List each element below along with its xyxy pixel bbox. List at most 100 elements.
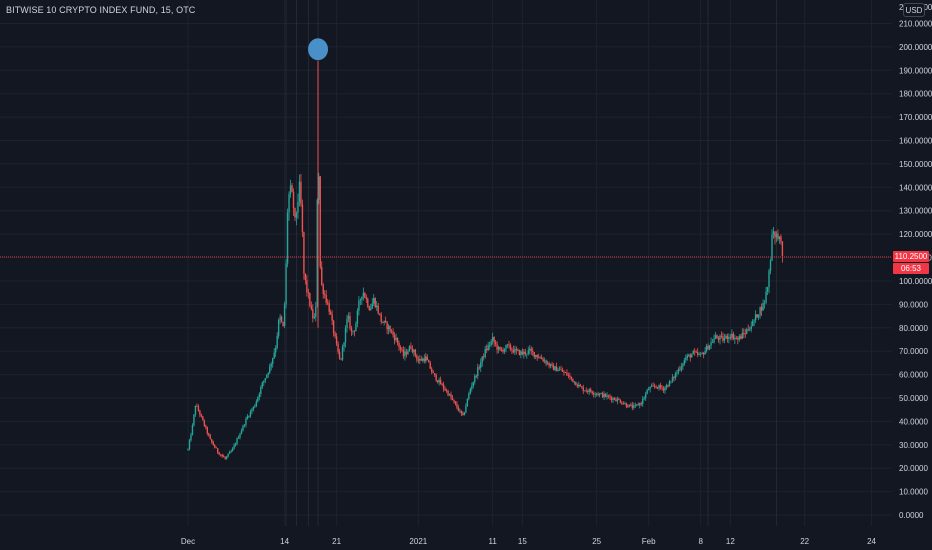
- candle-body: [264, 378, 266, 381]
- candle-body: [603, 393, 605, 398]
- candle-body: [267, 372, 269, 375]
- candle-body: [578, 384, 580, 387]
- candle-body: [594, 393, 596, 395]
- candle-body: [592, 393, 595, 395]
- candle-body: [202, 416, 204, 421]
- y-tick-label: 120.0000: [899, 230, 932, 239]
- candle-body: [598, 393, 601, 396]
- candle-body: [282, 321, 284, 326]
- candle-body: [582, 387, 584, 391]
- candle-body: [674, 373, 677, 379]
- x-tick-label: 11: [488, 537, 497, 546]
- candle-body: [533, 351, 535, 357]
- candle-body: [659, 385, 662, 388]
- candle-body: [682, 364, 684, 367]
- candle-body: [655, 386, 657, 388]
- candle-body: [393, 334, 396, 341]
- candle-body: [374, 298, 376, 308]
- candle-body: [312, 309, 314, 319]
- candle-body: [478, 367, 480, 369]
- candle-body: [384, 320, 387, 323]
- candle-body: [214, 445, 216, 448]
- x-tick-label: Dec: [181, 537, 195, 546]
- candle-body: [616, 398, 619, 402]
- candle-body: [618, 398, 620, 400]
- candle-body: [269, 366, 271, 373]
- candle-body: [529, 348, 531, 351]
- y-tick-label: 210.0000: [899, 19, 932, 28]
- candle-body: [370, 308, 372, 311]
- candle-body: [309, 293, 311, 306]
- candle-body: [237, 437, 240, 439]
- candle-body: [716, 335, 718, 338]
- y-tick-label: 70.0000: [899, 347, 928, 356]
- candle-body: [334, 333, 336, 337]
- candle-body: [768, 270, 770, 288]
- candle-body: [224, 457, 226, 459]
- candle-body: [539, 357, 541, 359]
- candle-body: [520, 351, 522, 355]
- y-tick-label: 190.0000: [899, 66, 932, 75]
- candle-body: [679, 369, 681, 371]
- candle-body: [554, 366, 556, 371]
- candle-body: [344, 328, 347, 343]
- candle-body: [475, 375, 477, 377]
- y-tick-label: 30.0000: [899, 441, 928, 450]
- candle-body: [258, 393, 261, 398]
- candle-body: [324, 293, 326, 296]
- x-tick-label: 14: [280, 537, 289, 546]
- candle-body: [771, 234, 773, 261]
- candle-body: [283, 304, 286, 326]
- currency-button[interactable]: USD: [903, 3, 925, 17]
- candle-body: [505, 344, 507, 350]
- candle-body: [643, 397, 645, 399]
- candle-body: [760, 307, 763, 311]
- last-price-tag: 110.2500: [893, 251, 929, 263]
- candle-body: [298, 181, 301, 203]
- candle-body: [692, 351, 694, 355]
- candle-body: [698, 354, 700, 356]
- y-tick-label: 100.0000: [899, 277, 932, 286]
- candle-body: [649, 386, 651, 390]
- candle-body: [341, 346, 344, 360]
- candle-body: [368, 306, 370, 311]
- candle-body: [480, 362, 482, 368]
- candle-body: [243, 424, 246, 426]
- candle-body: [566, 372, 568, 376]
- candle-body: [389, 325, 391, 332]
- candle-body: [646, 390, 648, 394]
- candle-body: [362, 292, 365, 297]
- candle-body: [720, 335, 723, 337]
- candle-body: [555, 366, 558, 372]
- y-tick-label: 150.0000: [899, 160, 932, 169]
- candle-body: [273, 352, 275, 359]
- candle-body: [442, 384, 445, 389]
- candle-body: [279, 316, 281, 320]
- candle-body: [653, 385, 656, 387]
- candle-body: [371, 303, 373, 309]
- candle-body: [194, 406, 197, 415]
- candle-body: [778, 236, 781, 240]
- candle-body: [332, 320, 335, 334]
- candle-body: [667, 385, 669, 387]
- candle-body: [276, 335, 278, 348]
- candle-body: [413, 349, 415, 353]
- bar-countdown-tag: 06:53: [893, 262, 929, 274]
- candle-body: [746, 329, 748, 334]
- candle-body: [627, 406, 629, 408]
- candle-body: [343, 342, 345, 347]
- candle-body: [619, 399, 622, 403]
- candle-body: [326, 302, 329, 304]
- x-tick-label: 15: [518, 537, 527, 546]
- candle-body: [713, 338, 715, 343]
- candle-body: [561, 369, 564, 372]
- candle-body: [395, 337, 397, 341]
- candle-body: [236, 438, 238, 444]
- candle-body: [209, 435, 211, 440]
- candle-body: [680, 366, 683, 370]
- candle-body: [414, 349, 417, 356]
- candle-body: [193, 414, 195, 426]
- candle-body: [567, 375, 570, 377]
